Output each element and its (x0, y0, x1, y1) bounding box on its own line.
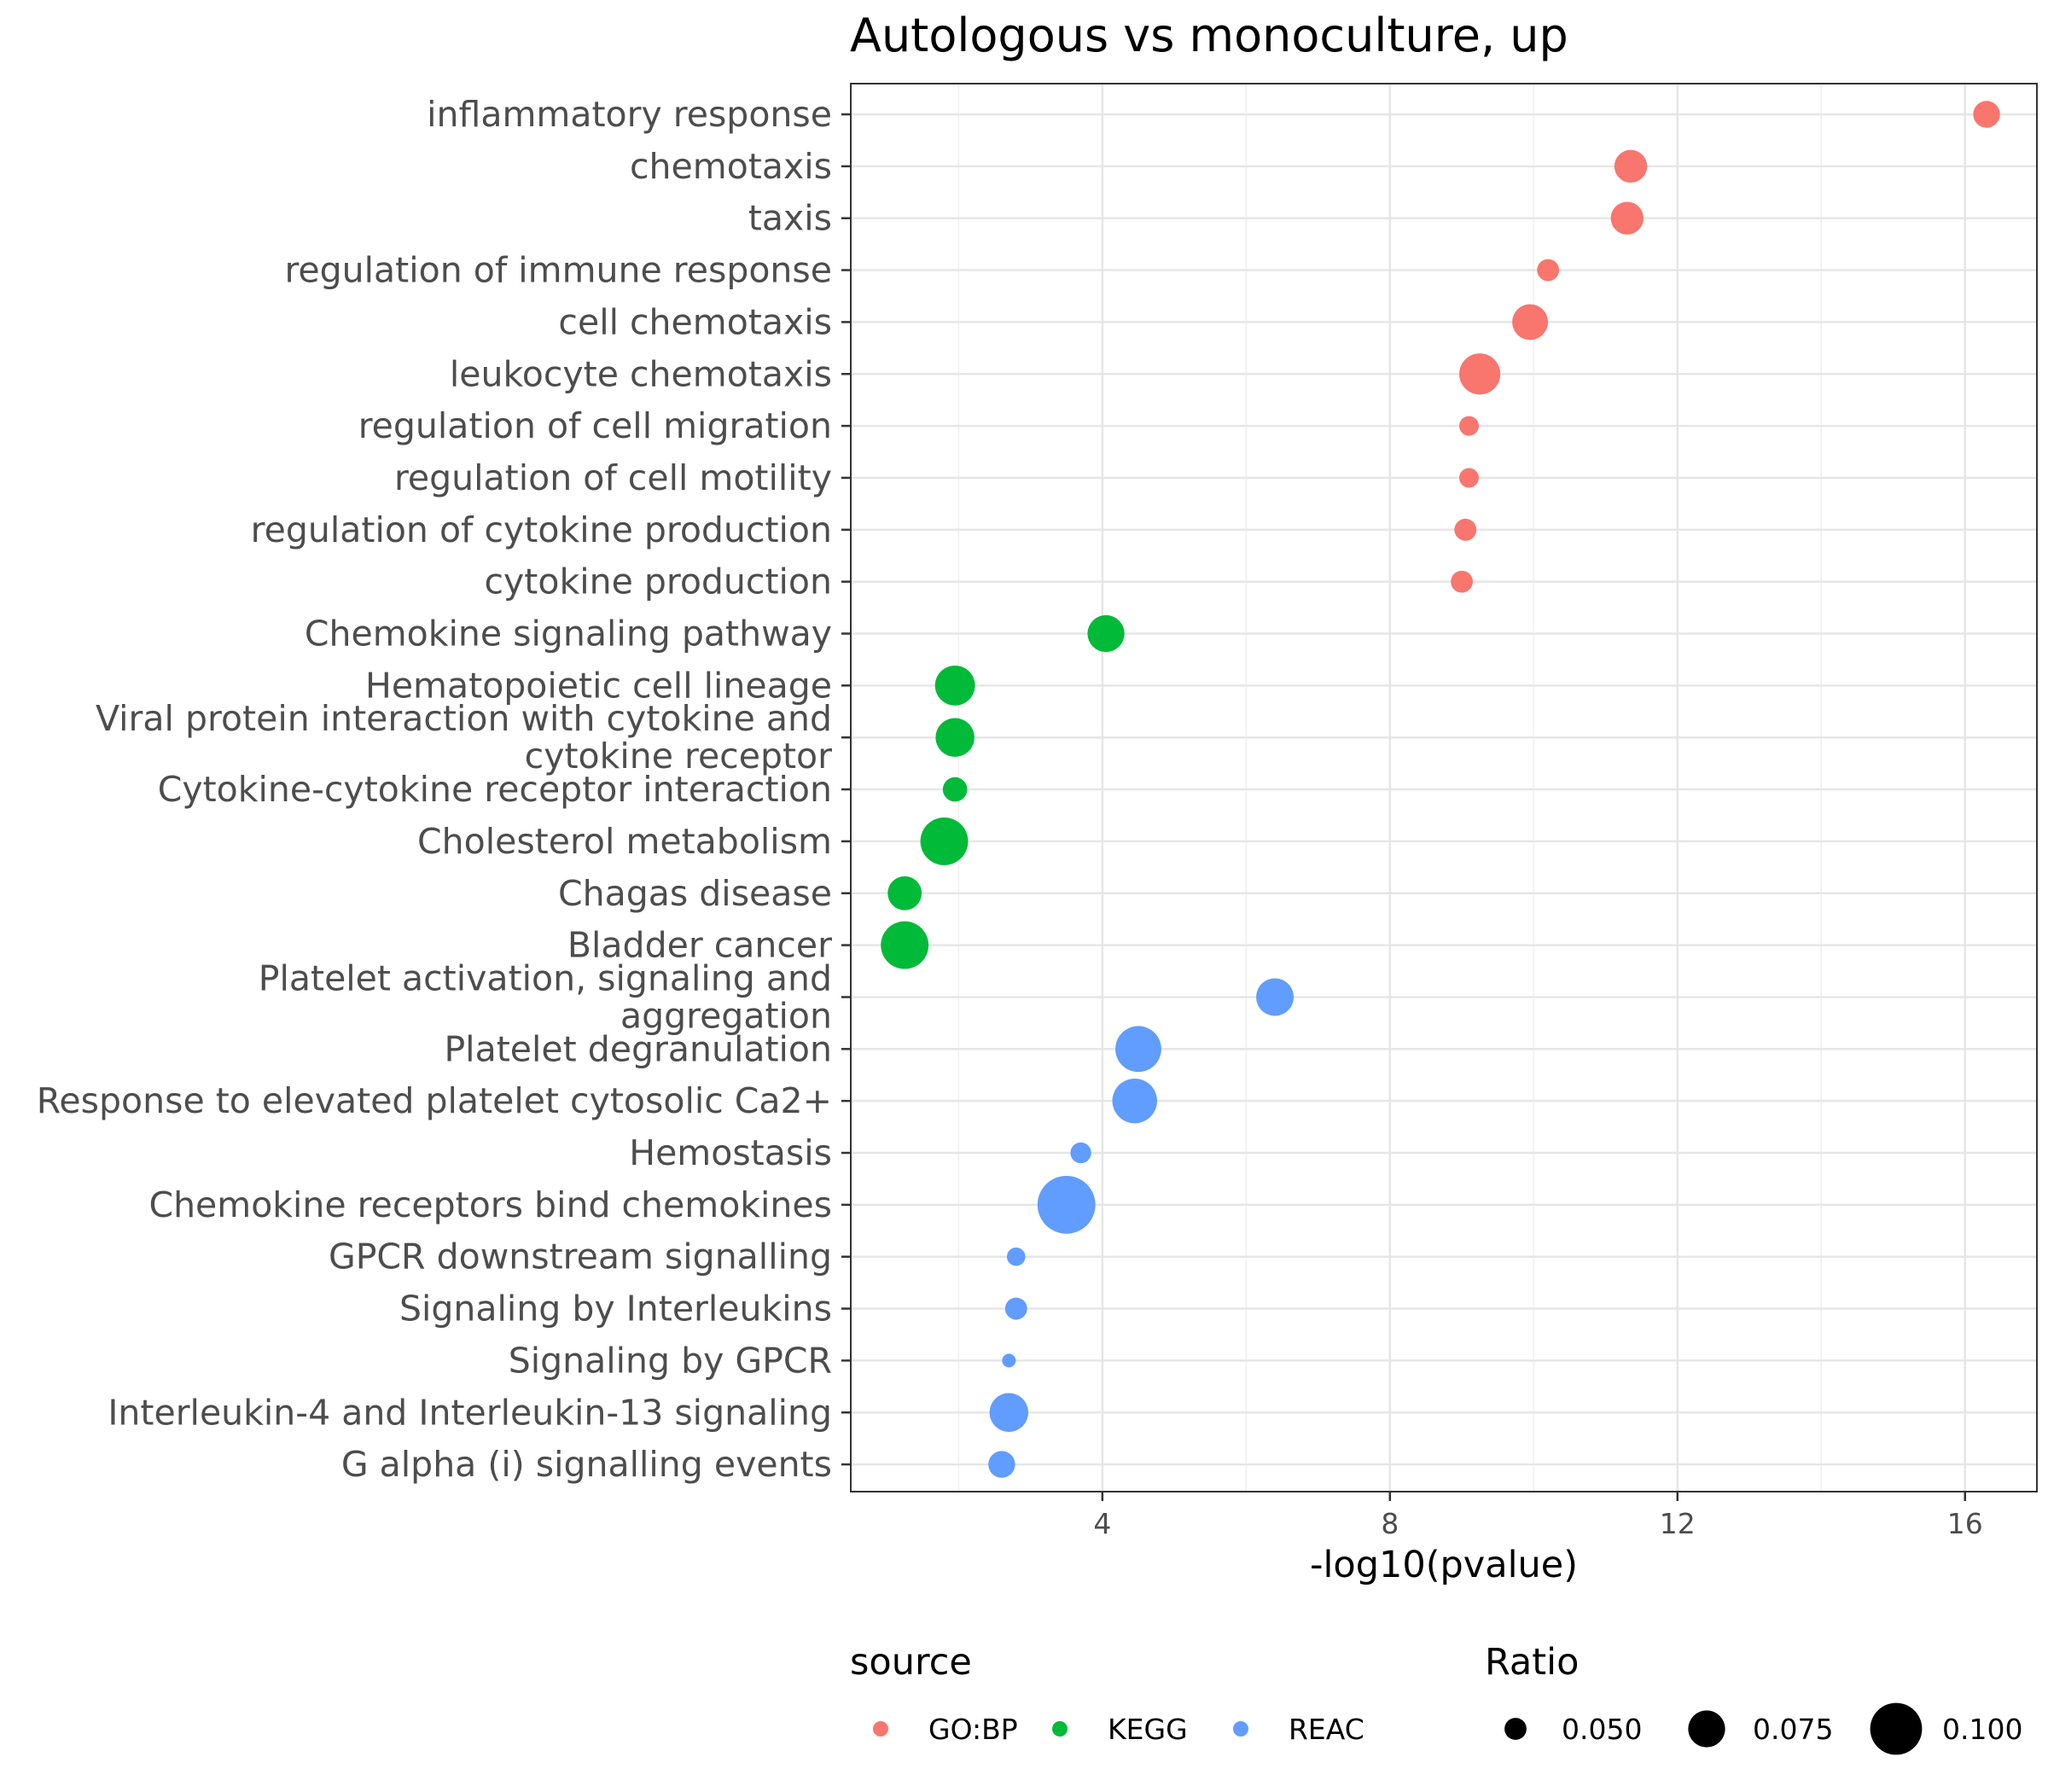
y-tick-label: inflammatory response (427, 94, 832, 135)
data-point (1512, 304, 1549, 340)
data-point (989, 1393, 1029, 1432)
data-point (1451, 570, 1473, 593)
x-tick-label: 12 (1660, 1507, 1696, 1540)
y-tick-label: Chemokine receptors bind chemokines (148, 1184, 832, 1225)
data-point (1087, 614, 1125, 653)
data-point (1004, 1297, 1027, 1320)
data-point (1037, 1175, 1096, 1234)
legend-ratio: Ratio 0.050 0.075 0.100 (1485, 1641, 2022, 1755)
legend-source-key (1052, 1721, 1068, 1737)
y-tick-label: Chagas disease (558, 873, 832, 914)
y-tick-label: Signaling by GPCR (509, 1340, 832, 1381)
y-tick-label: Hematopoietic cell lineage (365, 665, 832, 706)
y-tick-label: Cytokine-cytokine receptor interaction (158, 769, 832, 810)
x-axis-ticks: 4 8 12 16 (1093, 1492, 1983, 1540)
legend-ratio-key (1688, 1710, 1725, 1748)
data-point (1610, 201, 1644, 235)
x-tick-label: 8 (1381, 1507, 1399, 1540)
y-tick-label: chemotaxis (630, 146, 832, 187)
data-point (1614, 149, 1648, 183)
legend-source-key (1233, 1721, 1248, 1737)
legend-source-label: KEGG (1108, 1713, 1188, 1746)
data-point (920, 817, 969, 865)
legend-source-label: GO:BP (928, 1713, 1018, 1746)
data-point (934, 665, 975, 706)
y-tick-label: aggregation (620, 995, 832, 1036)
data-point (935, 718, 975, 757)
y-tick-label: regulation of cell motility (394, 457, 832, 498)
y-tick-label: regulation of cell migration (358, 405, 832, 446)
y-axis-labels: inflammatory response chemotaxis taxis regu… (37, 94, 851, 1485)
y-tick-label: Platelet activation, signaling and (259, 957, 832, 998)
data-point (1002, 1353, 1016, 1368)
legend-source-title: source (850, 1641, 972, 1684)
y-tick-label: Hemostasis (629, 1132, 832, 1173)
data-point (1256, 978, 1295, 1016)
grid-layer (851, 84, 2037, 1492)
y-tick-label: G alpha (i) signalling events (341, 1444, 832, 1485)
data-point (881, 921, 929, 969)
y-tick-label: cytokine production (485, 561, 833, 602)
y-tick-label: Signaling by Interleukins (399, 1289, 832, 1329)
legend-ratio-label: 0.075 (1753, 1713, 1833, 1746)
y-tick-label: Viral protein interaction with cytokine … (96, 698, 832, 739)
y-tick-label: cell chemotaxis (558, 301, 832, 342)
points-layer (881, 101, 2000, 1478)
y-tick-label: Cholesterol metabolism (417, 821, 832, 862)
data-point (1112, 1078, 1157, 1124)
data-point (1537, 259, 1560, 282)
data-point (1459, 353, 1501, 395)
y-tick-label: regulation of immune response (284, 250, 832, 291)
data-point (1458, 416, 1479, 436)
plot-panel-background (851, 84, 2037, 1492)
legend-ratio-key (1504, 1718, 1527, 1740)
data-point (988, 1451, 1015, 1478)
legend-ratio-label: 0.100 (1942, 1713, 2022, 1746)
y-tick-label: Response to elevated platelet cytosolic … (37, 1080, 832, 1121)
y-tick-label: leukocyte chemotaxis (450, 353, 832, 394)
plot-panel-border (850, 83, 2038, 1492)
data-point (1115, 1026, 1161, 1073)
y-tick-label: regulation of cytokine production (251, 509, 832, 550)
legend-ratio-key (1870, 1702, 1923, 1755)
data-point (942, 777, 968, 802)
legend-source-key (873, 1721, 888, 1737)
data-point (1458, 468, 1479, 488)
data-point (1454, 518, 1477, 541)
legend-ratio-title: Ratio (1485, 1641, 1579, 1684)
y-tick-label: taxis (748, 198, 832, 239)
legend-source: source GO:BP KEGG REAC (850, 1641, 1364, 1746)
y-tick-label: Chemokine signaling pathway (305, 614, 832, 655)
x-tick-label: 4 (1093, 1507, 1111, 1540)
legend-ratio-label: 0.050 (1562, 1713, 1642, 1746)
data-point (1006, 1247, 1026, 1266)
data-point (887, 876, 922, 911)
y-tick-label: Interleukin-4 and Interleukin-13 signali… (108, 1392, 832, 1433)
data-point (1973, 101, 2000, 128)
chart-title: Autologous vs monoculture, up (850, 9, 1568, 62)
y-tick-label: cytokine receptor (525, 736, 832, 777)
legend-source-label: REAC (1289, 1713, 1364, 1746)
x-tick-label: 16 (1947, 1507, 1983, 1540)
y-tick-label: Bladder cancer (567, 925, 832, 966)
x-axis-title: -log10(pvalue) (1310, 1544, 1578, 1586)
y-tick-label: Platelet degranulation (444, 1028, 832, 1069)
data-point (1070, 1142, 1091, 1164)
y-tick-label: GPCR downstream signalling (329, 1236, 832, 1277)
